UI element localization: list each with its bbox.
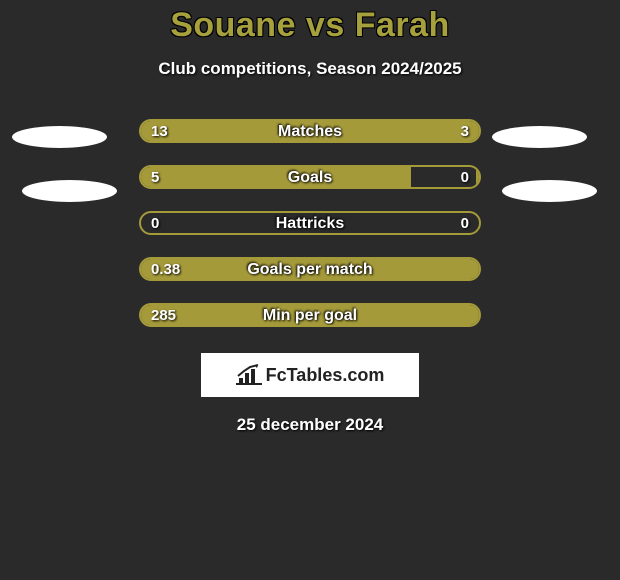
chart-icon: [236, 364, 262, 386]
bar-label: Matches: [141, 121, 479, 143]
decorative-ellipse: [22, 180, 117, 202]
value-left: 0.38: [151, 259, 180, 281]
logo-box: FcTables.com: [201, 353, 419, 397]
bar-track: Goals per match0.38: [139, 257, 481, 281]
bar-track: Hattricks0 0: [139, 211, 481, 235]
bar-label: Goals: [141, 167, 479, 189]
stat-row: Min per goal285: [0, 303, 620, 327]
page-subtitle: Club competitions, Season 2024/2025: [0, 59, 620, 79]
value-left: 5: [151, 167, 159, 189]
page-title: Souane vs Farah: [0, 0, 620, 45]
stat-row: Goals per match0.38: [0, 257, 620, 281]
date-label: 25 december 2024: [0, 415, 620, 435]
bar-track: Goals5 0: [139, 165, 481, 189]
decorative-ellipse: [502, 180, 597, 202]
stat-row: Hattricks0 0: [0, 211, 620, 235]
bar-track: Matches13 3: [139, 119, 481, 143]
bar-track: Min per goal285: [139, 303, 481, 327]
logo-text: FcTables.com: [266, 365, 385, 386]
value-right: 0: [461, 167, 469, 189]
value-right: 0: [461, 213, 469, 235]
stat-rows: Matches133Goals50Hattricks00Goals per ma…: [0, 119, 620, 327]
logo-inner: FcTables.com: [236, 364, 385, 386]
value-left: 0: [151, 213, 159, 235]
decorative-ellipse: [492, 126, 587, 148]
bar-label: Goals per match: [141, 259, 479, 281]
value-left: 285: [151, 305, 176, 327]
comparison-container: Souane vs Farah Club competitions, Seaso…: [0, 0, 620, 580]
decorative-ellipse: [12, 126, 107, 148]
value-right: 3: [461, 121, 469, 143]
value-left: 13: [151, 121, 168, 143]
bar-label: Min per goal: [141, 305, 479, 327]
bar-label: Hattricks: [141, 213, 479, 235]
